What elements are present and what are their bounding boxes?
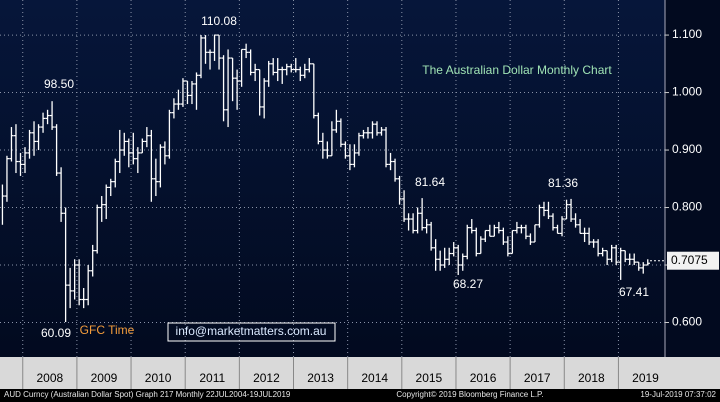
- plot-area: [0, 0, 665, 357]
- x-tick-label: 2009: [91, 371, 118, 385]
- annotation: 68.27: [453, 277, 483, 291]
- y-tick-label: 1.000: [672, 85, 702, 99]
- email-box: [167, 322, 336, 342]
- y-axis-area: [665, 0, 720, 357]
- y-tick-label: 0.900: [672, 142, 702, 156]
- x-tick-label: 2018: [578, 371, 605, 385]
- x-tick-label: 2012: [253, 371, 280, 385]
- annotation: GFC Time: [80, 323, 135, 337]
- footer-center: Copyright© 2019 Bloomberg Finance L.P.: [396, 390, 543, 399]
- footer-left: AUD Curncy (Australian Dollar Spot) Grap…: [4, 390, 291, 399]
- x-tick-label: 2014: [361, 371, 388, 385]
- chart-title: The Australian Dollar Monthly Chart: [422, 63, 612, 77]
- x-tick-label: 2011: [199, 371, 225, 385]
- labels: 0.6000.7000.8000.9001.0001.1002008200920…: [36, 14, 719, 385]
- y-tick-label: 0.600: [672, 315, 702, 329]
- y-tick-label: 1.100: [672, 27, 702, 41]
- email: info@marketmatters.com.au: [176, 324, 327, 338]
- annotation: 60.09: [41, 326, 71, 340]
- x-tick-label: 2015: [416, 371, 443, 385]
- x-tick-label: 2019: [632, 371, 659, 385]
- x-tick-label: 2017: [524, 371, 551, 385]
- bars: [1, 34, 650, 322]
- last-price-label: 0.7075: [671, 253, 708, 267]
- annotation: 110.08: [201, 14, 237, 28]
- annotation: 98.50: [44, 77, 74, 91]
- footer-right: 19-Jul-2019 07:37:02: [640, 390, 716, 399]
- x-tick-label: 2013: [307, 371, 334, 385]
- annotation: 81.64: [415, 175, 445, 189]
- x-axis-band: [0, 357, 720, 389]
- y-tick-label: 0.800: [672, 200, 702, 214]
- annotation: 81.36: [548, 176, 578, 190]
- last-price-box: [667, 251, 719, 270]
- x-tick-label: 2016: [470, 371, 497, 385]
- annotation: 67.41: [619, 285, 649, 299]
- x-tick-label: 2008: [36, 371, 63, 385]
- x-tick-label: 2010: [145, 371, 172, 385]
